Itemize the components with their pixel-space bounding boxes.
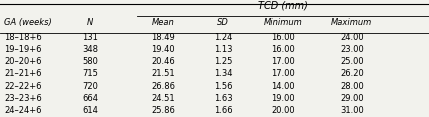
Text: 580: 580 xyxy=(82,57,98,66)
Text: 348: 348 xyxy=(82,45,98,54)
Text: 31.00: 31.00 xyxy=(340,106,364,115)
Text: 720: 720 xyxy=(82,82,98,91)
Text: N: N xyxy=(87,18,93,27)
Text: SD: SD xyxy=(217,18,229,27)
Text: GA (weeks): GA (weeks) xyxy=(4,18,52,27)
Text: 19–19+6: 19–19+6 xyxy=(4,45,42,54)
Text: 664: 664 xyxy=(82,94,98,103)
Text: 20.00: 20.00 xyxy=(271,106,295,115)
Text: 24.00: 24.00 xyxy=(340,33,364,42)
Text: 17.00: 17.00 xyxy=(271,57,295,66)
Text: Mean: Mean xyxy=(151,18,175,27)
Text: 1.56: 1.56 xyxy=(214,82,233,91)
Text: 1.24: 1.24 xyxy=(214,33,232,42)
Text: 1.63: 1.63 xyxy=(214,94,233,103)
Text: 16.00: 16.00 xyxy=(271,33,295,42)
Text: 1.25: 1.25 xyxy=(214,57,232,66)
Text: 14.00: 14.00 xyxy=(271,82,295,91)
Text: 16.00: 16.00 xyxy=(271,45,295,54)
Text: 18.49: 18.49 xyxy=(151,33,175,42)
Text: 20.46: 20.46 xyxy=(151,57,175,66)
Text: Maximum: Maximum xyxy=(331,18,372,27)
Text: 21.51: 21.51 xyxy=(151,69,175,78)
Text: 20–20+6: 20–20+6 xyxy=(4,57,42,66)
Text: 131: 131 xyxy=(82,33,98,42)
Text: 21–21+6: 21–21+6 xyxy=(4,69,42,78)
Text: 29.00: 29.00 xyxy=(340,94,364,103)
Text: 24–24+6: 24–24+6 xyxy=(4,106,42,115)
Text: 1.66: 1.66 xyxy=(214,106,233,115)
Text: TCD (mm): TCD (mm) xyxy=(258,1,308,11)
Text: 715: 715 xyxy=(82,69,98,78)
Text: 19.40: 19.40 xyxy=(151,45,175,54)
Text: Minimum: Minimum xyxy=(264,18,302,27)
Text: 23–23+6: 23–23+6 xyxy=(4,94,42,103)
Text: 18–18+6: 18–18+6 xyxy=(4,33,42,42)
Text: 25.00: 25.00 xyxy=(340,57,364,66)
Text: 28.00: 28.00 xyxy=(340,82,364,91)
Text: 24.51: 24.51 xyxy=(151,94,175,103)
Text: 25.86: 25.86 xyxy=(151,106,175,115)
Text: 1.34: 1.34 xyxy=(214,69,233,78)
Text: 17.00: 17.00 xyxy=(271,69,295,78)
Text: 1.13: 1.13 xyxy=(214,45,233,54)
Text: 19.00: 19.00 xyxy=(271,94,295,103)
Text: 614: 614 xyxy=(82,106,98,115)
Text: 26.20: 26.20 xyxy=(340,69,364,78)
Text: 22–22+6: 22–22+6 xyxy=(4,82,42,91)
Text: 23.00: 23.00 xyxy=(340,45,364,54)
Text: 26.86: 26.86 xyxy=(151,82,175,91)
